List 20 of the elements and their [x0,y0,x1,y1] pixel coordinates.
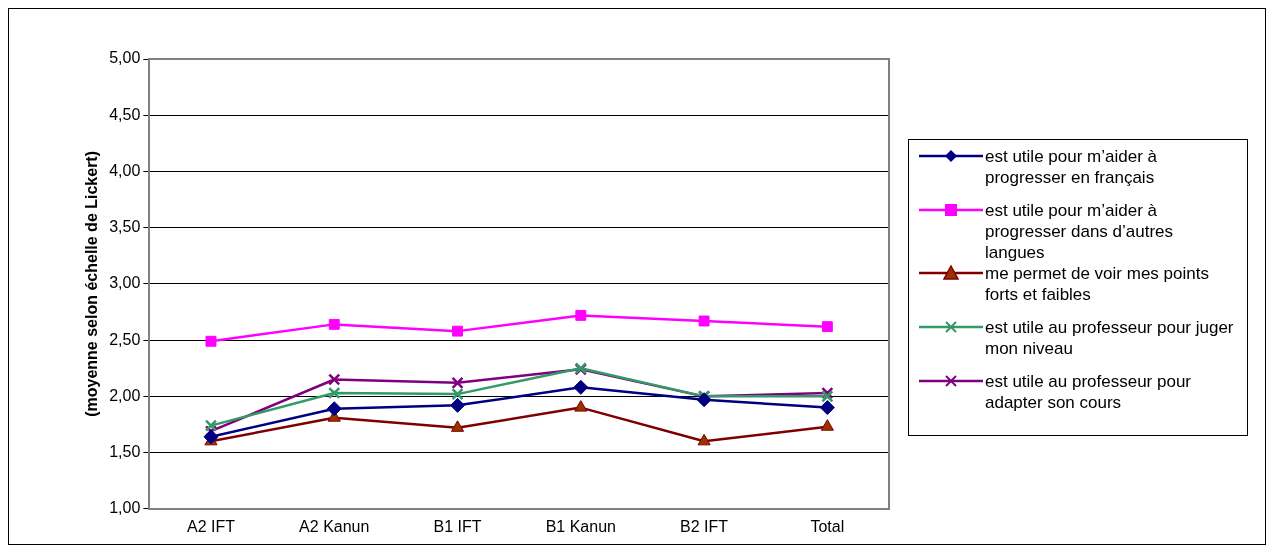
x-tick-label: A2 IFT [186,517,236,535]
y-tick-label: 2,00 [109,386,141,404]
x-tick-label: B1 Kanun [545,517,616,535]
y-tick-label: 5,00 [109,49,141,67]
x-tick-label: B2 IFT [680,517,729,535]
x-tick-label: A2 Kanun [299,517,370,535]
legend-label: est utile au professeur pour juger mon niveau [985,317,1235,359]
y-tick-label: 4,00 [109,161,141,179]
legend-label: est utile au professeur pour adapter son cours [985,371,1192,413]
y-tick-label: 1,00 [109,499,141,517]
x-tick-label: B1 IFT [433,517,482,535]
y-tick-label: 4,50 [109,105,141,123]
y-tick-label: 1,50 [109,442,141,460]
y-tick-label: 2,50 [109,330,141,348]
legend-label: est utile pour m’aider à progresser en français [985,146,1158,188]
legend-label: me permet de voir mes points forts et faibles [985,263,1210,305]
y-tick-label: 3,00 [109,274,141,292]
x-tick-label: Total [810,517,845,535]
y-tick-label: 3,50 [109,218,141,236]
y-axis-title: (moyenne selon échelle de Lickert) [83,150,101,417]
